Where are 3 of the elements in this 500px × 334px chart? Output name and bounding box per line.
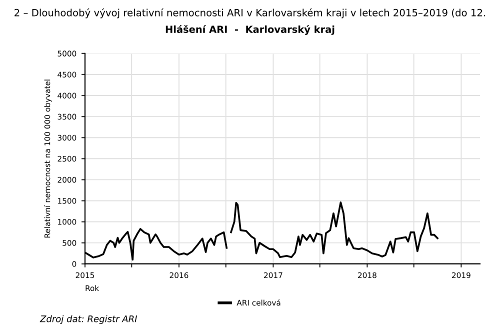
text: Zdroj dat: Registr ARI [40,315,137,324]
chart-subtitle: Hlášení ARI - Karlovarský kraj [166,25,334,35]
chart-title: 2 – Dlouhodobý vývoj relativní nemocnosti ARI v Karlovarském kraji v letech 2015–2019 (do 12. [14,8,486,18]
